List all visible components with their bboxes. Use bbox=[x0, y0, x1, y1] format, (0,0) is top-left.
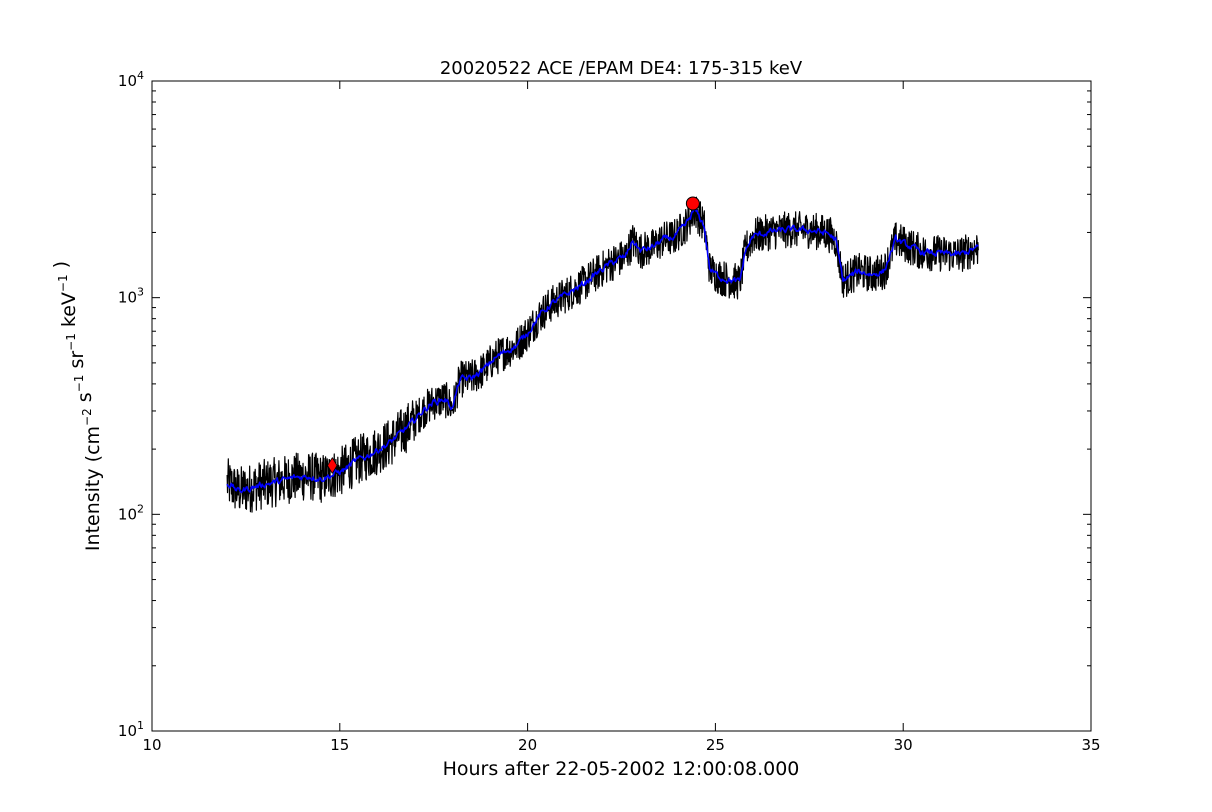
series-line-smoothed bbox=[226, 206, 979, 494]
onset-marker bbox=[327, 456, 338, 475]
y-axis-label: Intensity (cm−2 s−1 sr−1 keV−1 ) bbox=[50, 261, 104, 551]
series-line-raw bbox=[226, 196, 979, 513]
x-tick-label: 15 bbox=[330, 736, 349, 754]
data-markers bbox=[327, 196, 700, 475]
x-tick-label: 10 bbox=[142, 736, 161, 754]
data-series bbox=[226, 196, 979, 513]
plot-frame bbox=[151, 80, 1092, 732]
x-tick-label: 25 bbox=[706, 736, 725, 754]
peak-marker bbox=[685, 196, 700, 211]
y-tick-label: 104 bbox=[118, 69, 144, 90]
x-tick-label: 20 bbox=[518, 736, 537, 754]
y-tick-label: 103 bbox=[118, 286, 144, 307]
x-axis-label: Hours after 22-05-2002 12:00:08.000 bbox=[443, 758, 800, 780]
y-tick-label: 102 bbox=[118, 502, 144, 523]
chart-title: 20020522 ACE /EPAM DE4: 175-315 keV bbox=[440, 58, 803, 79]
x-tick-label: 30 bbox=[894, 736, 913, 754]
y-tick-label: 101 bbox=[118, 719, 144, 740]
x-tick-label: 35 bbox=[1081, 736, 1100, 754]
